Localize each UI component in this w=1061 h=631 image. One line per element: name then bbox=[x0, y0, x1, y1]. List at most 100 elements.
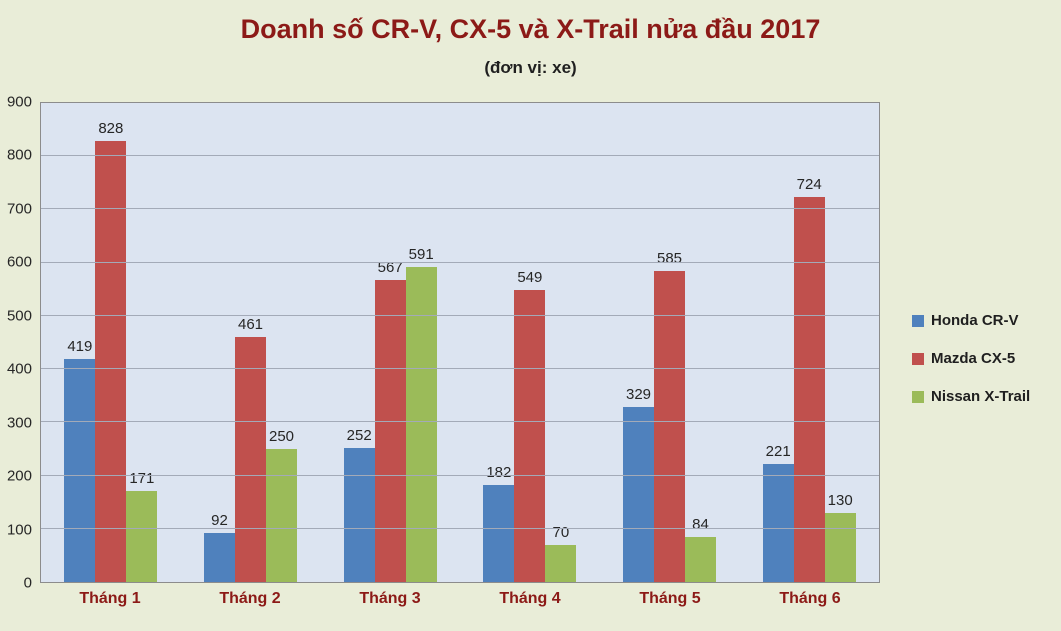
bar-value-label: 461 bbox=[237, 315, 264, 333]
gridline bbox=[41, 261, 879, 263]
bar-nissan-x-trail: 250 bbox=[266, 428, 297, 582]
x-axis: Tháng 1 Tháng 2 Tháng 3 Tháng 4 Tháng 5 Tháng… bbox=[40, 590, 880, 616]
y-tick-label: 400 bbox=[6, 360, 32, 378]
x-tick-label: Tháng 5 bbox=[639, 590, 701, 607]
bar-rect bbox=[762, 464, 794, 582]
bar-rect bbox=[623, 406, 655, 582]
bar-value-label: 84 bbox=[692, 516, 709, 534]
gridline bbox=[41, 368, 879, 370]
bar-mazda-cx-5: 724 bbox=[793, 176, 825, 582]
x-tick-label: Tháng 2 bbox=[219, 590, 281, 607]
bar-group: 419 828 171 bbox=[41, 103, 181, 582]
bar-value-label: 567 bbox=[377, 259, 403, 277]
bar-nissan-x-trail: 171 bbox=[126, 470, 158, 582]
bar-value-label: 70 bbox=[552, 523, 570, 541]
bar-mazda-cx-5: 828 bbox=[95, 120, 127, 582]
bar-rect bbox=[545, 544, 577, 582]
gridline bbox=[41, 314, 879, 316]
bar-rect bbox=[654, 270, 686, 582]
bar-rect bbox=[95, 141, 127, 582]
bar-honda-cr-v: 92 bbox=[204, 512, 235, 582]
bar-value-label: 585 bbox=[657, 249, 683, 267]
x-tick-label: Tháng 6 bbox=[779, 590, 841, 607]
bar-rect bbox=[235, 336, 266, 582]
legend-label: Nissan X-Trail bbox=[931, 388, 1031, 405]
y-tick-label: 0 bbox=[23, 574, 32, 592]
bar-honda-cr-v: 329 bbox=[623, 386, 655, 582]
gridline bbox=[41, 421, 879, 423]
bar-mazda-cx-5: 461 bbox=[235, 316, 266, 582]
chart-subtitle: (đơn vị: xe) bbox=[484, 58, 577, 77]
legend-swatch bbox=[912, 390, 924, 403]
y-tick-label: 800 bbox=[6, 146, 32, 164]
x-tick-label: Tháng 1 bbox=[79, 590, 141, 607]
legend-item: Mazda CX-5 bbox=[912, 350, 1030, 367]
plot-area: 419 828 171 92 461 250 252 567 591 182 549 70 329 585… bbox=[40, 102, 880, 583]
legend-swatch bbox=[912, 314, 924, 327]
bar-honda-cr-v: 221 bbox=[762, 443, 794, 582]
bar-rect bbox=[685, 537, 717, 582]
bar-value-label: 252 bbox=[346, 426, 372, 444]
bar-rect bbox=[483, 485, 515, 582]
bar-mazda-cx-5: 549 bbox=[514, 269, 546, 582]
bar-value-label: 724 bbox=[796, 175, 822, 193]
legend-item: Honda CR-V bbox=[912, 312, 1030, 329]
bar-rect bbox=[64, 359, 96, 582]
bar-mazda-cx-5: 567 bbox=[374, 259, 406, 582]
bar-value-label: 182 bbox=[486, 464, 512, 482]
bar-rect bbox=[374, 280, 406, 582]
bar-rect bbox=[824, 512, 856, 582]
bar-nissan-x-trail: 591 bbox=[405, 246, 437, 582]
bar-nissan-x-trail: 70 bbox=[545, 524, 577, 582]
bar-value-label: 591 bbox=[408, 246, 434, 264]
y-tick-label: 600 bbox=[6, 253, 32, 271]
bar-value-label: 329 bbox=[626, 385, 652, 403]
y-axis: 0 100 200 300 400 500 600 700 800 900 bbox=[0, 94, 34, 592]
bar-nissan-x-trail: 84 bbox=[685, 516, 717, 582]
legend-swatch bbox=[912, 352, 924, 365]
y-tick-label: 500 bbox=[6, 307, 32, 325]
bar-rect bbox=[405, 267, 437, 582]
gridline bbox=[41, 527, 879, 529]
bar-rect bbox=[514, 289, 546, 582]
bar-value-label: 130 bbox=[827, 491, 853, 509]
bar-value-label: 250 bbox=[268, 427, 295, 445]
bar-nissan-x-trail: 130 bbox=[824, 492, 856, 582]
bar-honda-cr-v: 252 bbox=[343, 427, 375, 582]
gridline bbox=[41, 208, 879, 210]
y-tick-label: 100 bbox=[6, 521, 32, 539]
bar-group: 221 724 130 bbox=[739, 103, 879, 582]
y-tick-label: 200 bbox=[6, 467, 32, 485]
bar-honda-cr-v: 419 bbox=[64, 338, 96, 582]
bar-value-label: 419 bbox=[67, 338, 93, 355]
gridline bbox=[41, 155, 879, 157]
bar-groups: 419 828 171 92 461 250 252 567 591 182 549 70 329 585… bbox=[41, 103, 879, 582]
bar-value-label: 549 bbox=[517, 268, 543, 286]
gridline bbox=[41, 474, 879, 476]
legend-item: Nissan X-Trail bbox=[912, 388, 1030, 405]
legend: Honda CR-V Mazda CX-5 Nissan X-Trail bbox=[912, 312, 1030, 405]
bar-value-label: 221 bbox=[765, 443, 791, 461]
x-tick-label: Tháng 3 bbox=[359, 590, 421, 607]
bar-rect bbox=[126, 491, 158, 582]
bar-value-label: 92 bbox=[211, 512, 228, 530]
bar-rect bbox=[204, 533, 235, 582]
bar-group: 329 585 84 bbox=[600, 103, 740, 582]
x-tick-label: Tháng 4 bbox=[499, 590, 561, 607]
bar-value-label: 171 bbox=[129, 470, 155, 487]
bar-mazda-cx-5: 585 bbox=[654, 250, 686, 582]
y-tick-label: 300 bbox=[6, 414, 32, 432]
chart-title: Doanh số CR-V, CX-5 và X-Trail nửa đầu 2… bbox=[240, 14, 821, 44]
bar-rect bbox=[266, 448, 297, 582]
bar-group: 182 549 70 bbox=[460, 103, 600, 582]
y-tick-label: 700 bbox=[6, 200, 32, 218]
bar-group: 92 461 250 bbox=[181, 103, 321, 582]
y-tick-label: 900 bbox=[6, 93, 32, 111]
bar-rect bbox=[343, 447, 375, 582]
bar-value-label: 828 bbox=[98, 120, 124, 138]
legend-label: Honda CR-V bbox=[931, 312, 1019, 329]
bar-honda-cr-v: 182 bbox=[483, 464, 515, 582]
bar-rect bbox=[793, 196, 825, 582]
bar-group: 252 567 591 bbox=[320, 103, 460, 582]
